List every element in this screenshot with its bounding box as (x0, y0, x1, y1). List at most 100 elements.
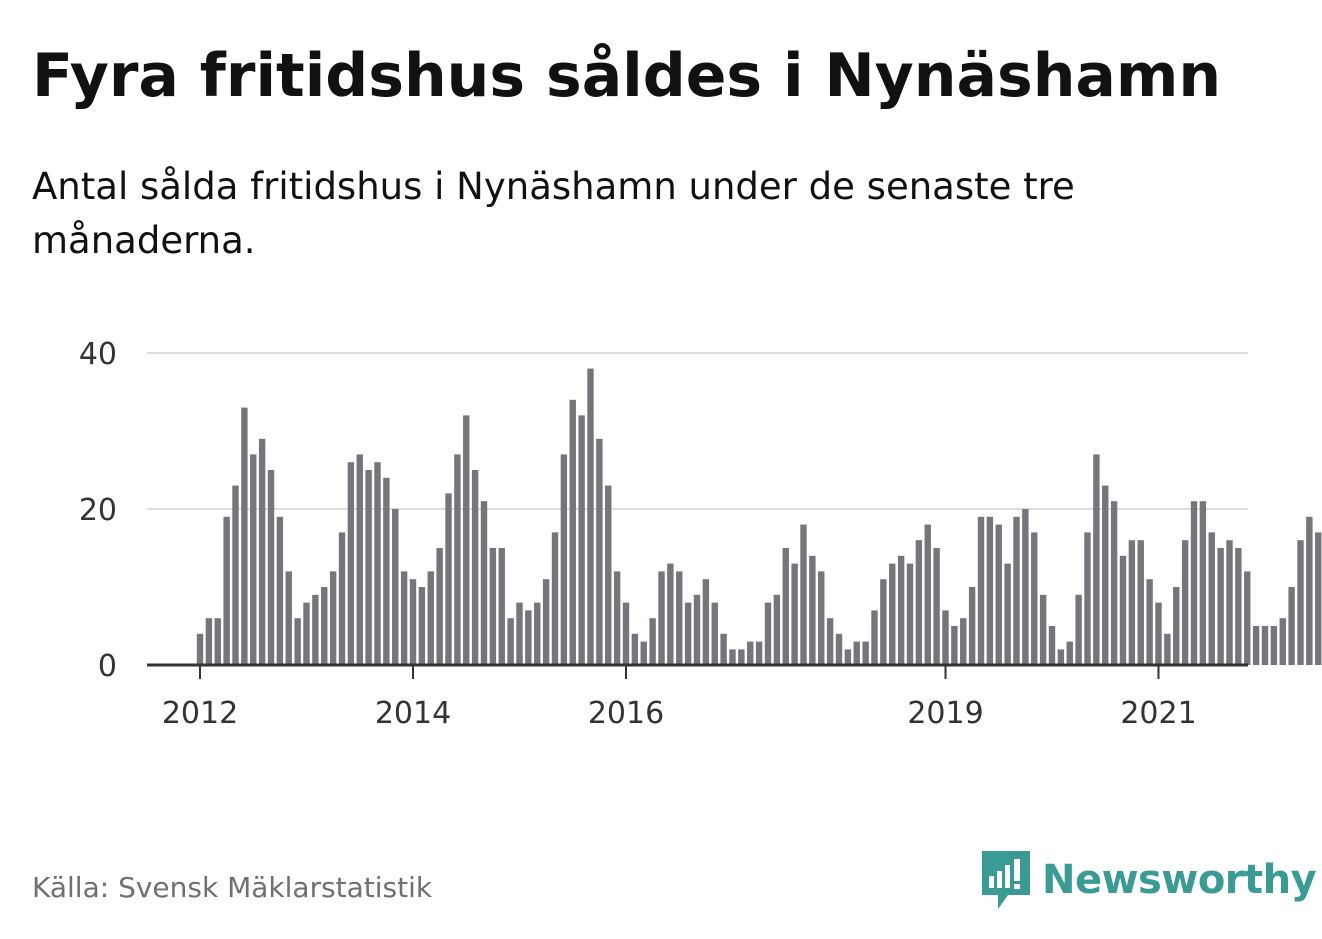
bar (525, 610, 532, 665)
bar (205, 618, 213, 665)
bar (338, 532, 346, 665)
bar (1022, 509, 1029, 665)
bar (1155, 602, 1162, 665)
bar (516, 602, 523, 665)
bar (418, 587, 426, 665)
bar (427, 571, 434, 665)
bar (329, 571, 337, 665)
bar (560, 454, 568, 665)
chart-title: Fyra fritidshus såldes i Nynäshamn (32, 41, 1222, 111)
bar (312, 594, 319, 665)
bar (1217, 548, 1224, 665)
bar (862, 641, 869, 665)
x-tick-label: 2012 (162, 696, 238, 731)
bar (684, 602, 692, 665)
bar (267, 470, 275, 665)
bar (276, 516, 284, 665)
bar (951, 626, 958, 665)
bar (1173, 587, 1180, 665)
bar (587, 368, 594, 665)
bar (1226, 540, 1233, 665)
x-tick-label: 2021 (1120, 696, 1196, 731)
y-tick-label: 40 (79, 337, 117, 372)
bar (196, 633, 204, 665)
bar (507, 618, 514, 665)
bar (1066, 641, 1073, 665)
bar (889, 563, 896, 665)
bar (445, 493, 452, 665)
bar (747, 641, 754, 665)
bar (800, 524, 807, 665)
bar (835, 633, 843, 665)
bar (542, 579, 550, 665)
bar (1075, 594, 1082, 665)
bar (1190, 501, 1198, 665)
bar (294, 618, 301, 665)
bar (720, 633, 727, 665)
bar (1306, 516, 1313, 665)
bar (356, 454, 363, 665)
bar (578, 415, 585, 665)
bar (1057, 649, 1065, 665)
bar (454, 454, 461, 665)
bar (702, 579, 710, 665)
bar (250, 454, 257, 665)
bar (374, 462, 381, 665)
bar (1013, 516, 1020, 665)
bar (1208, 532, 1215, 665)
x-tick-label: 2019 (907, 696, 983, 731)
x-tick-label: 2016 (588, 696, 664, 731)
bar (755, 641, 763, 665)
bar (853, 641, 860, 665)
bar (1235, 548, 1242, 665)
bar (392, 509, 399, 665)
bar (791, 563, 798, 665)
bar (880, 579, 887, 665)
bars (196, 368, 1322, 665)
bar (596, 438, 603, 665)
bar (1039, 594, 1047, 665)
bar (915, 540, 923, 665)
bar (471, 470, 479, 665)
bar (1288, 587, 1295, 665)
bar (1261, 626, 1269, 665)
bar (631, 633, 639, 665)
bar (942, 610, 949, 665)
bar (1137, 540, 1144, 665)
bar (906, 563, 914, 665)
bar (649, 618, 656, 665)
bar (1102, 485, 1109, 665)
bar (489, 548, 497, 665)
bar (844, 649, 852, 665)
bar (214, 618, 221, 665)
newsworthy-logo-icon (982, 851, 1030, 909)
bar (1199, 501, 1207, 665)
bar (1279, 618, 1286, 665)
bar (232, 485, 239, 665)
bar (241, 407, 248, 665)
bar (321, 587, 328, 665)
bar (1031, 532, 1038, 665)
bar (924, 524, 931, 665)
axes (147, 663, 1248, 679)
chart-subtitle: Antal sålda fritidshus i Nynäshamn under… (32, 165, 1075, 262)
bar (383, 477, 390, 665)
bar (977, 516, 985, 665)
bar (1093, 454, 1100, 665)
bar (1297, 540, 1304, 665)
bar (1146, 579, 1153, 665)
bar (782, 548, 789, 665)
bar (436, 548, 443, 665)
bar (1164, 633, 1171, 665)
bar (365, 470, 372, 665)
bar (676, 571, 683, 665)
bar (551, 532, 559, 665)
bar (809, 555, 816, 665)
bar (285, 571, 292, 665)
bar (826, 618, 834, 665)
grid-lines (147, 352, 1248, 510)
bar (303, 602, 310, 665)
bar (223, 516, 230, 665)
bar (463, 415, 470, 665)
bar (622, 602, 630, 665)
